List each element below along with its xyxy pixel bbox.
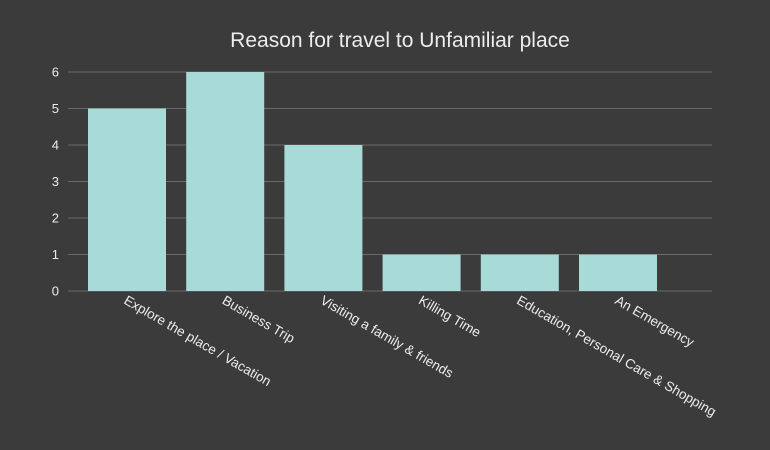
y-tick-label: 0 [52, 284, 59, 299]
x-tick-label: Business Trip [220, 293, 298, 347]
y-tick-label: 2 [52, 211, 59, 226]
bar[interactable] [186, 72, 265, 291]
x-tick-label: Education, Personal Care & Shopping [514, 293, 718, 420]
x-tick-label: Killing Time [416, 293, 483, 341]
y-tick-label: 3 [52, 174, 59, 189]
bar[interactable] [579, 254, 657, 292]
bars [88, 72, 657, 291]
chart-title: Reason for travel to Unfamiliar place [230, 29, 570, 52]
y-tick-label: 6 [52, 65, 59, 80]
grid-lines [68, 71, 712, 292]
y-tick-label: 1 [52, 247, 59, 262]
x-tick-label: An Emergency [613, 293, 697, 350]
bar[interactable] [382, 254, 461, 292]
bar[interactable] [88, 108, 166, 292]
y-tick-label: 4 [52, 138, 59, 153]
y-tick-label: 5 [52, 101, 59, 116]
y-axis-ticks: 0 1 2 3 4 5 6 [52, 65, 59, 299]
bar[interactable] [480, 254, 559, 292]
bar[interactable] [284, 145, 363, 291]
